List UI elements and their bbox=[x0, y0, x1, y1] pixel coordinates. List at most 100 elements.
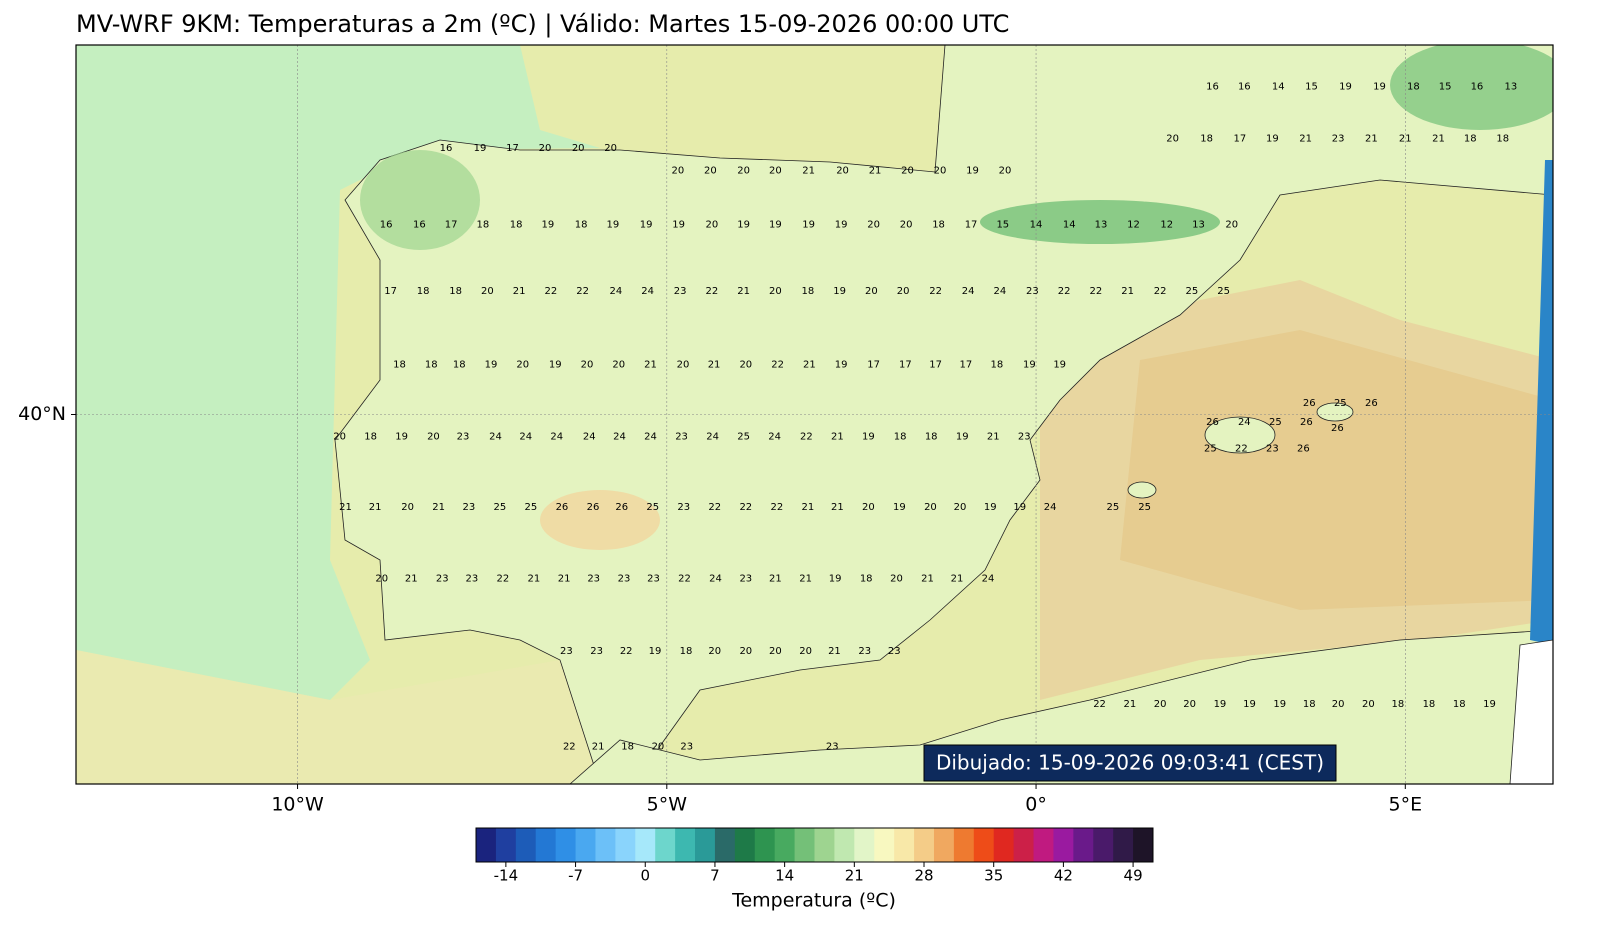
colorbar-swatch bbox=[535, 828, 557, 862]
station-value: 21 bbox=[558, 574, 571, 585]
station-value: 23 bbox=[1018, 432, 1031, 443]
station-value: 21 bbox=[1121, 286, 1134, 297]
station-value: 24 bbox=[768, 432, 781, 443]
colorbar-swatch bbox=[734, 828, 756, 862]
x-tick-label: 0° bbox=[1025, 794, 1047, 816]
station-value: 16 bbox=[1238, 81, 1251, 92]
station-value: 19 bbox=[640, 219, 653, 230]
station-value: 25 bbox=[646, 502, 659, 513]
station-value: 20 bbox=[862, 502, 875, 513]
station-value: 24 bbox=[1238, 417, 1251, 428]
station-value: 19 bbox=[542, 219, 555, 230]
station-value: 22 bbox=[496, 574, 509, 585]
station-value: 14 bbox=[1030, 219, 1043, 230]
station-value: 19 bbox=[769, 219, 782, 230]
station-value: 24 bbox=[962, 286, 975, 297]
station-value: 21 bbox=[369, 502, 382, 513]
station-value: 21 bbox=[1399, 134, 1412, 145]
colorbar-swatch bbox=[874, 828, 895, 862]
station-value: 23 bbox=[826, 741, 839, 752]
station-value: 18 bbox=[621, 741, 634, 752]
colorbar-swatch bbox=[1033, 828, 1054, 862]
colorbar-label: Temperatura (ºC) bbox=[731, 890, 896, 912]
station-value: 18 bbox=[449, 286, 462, 297]
station-value: 13 bbox=[1192, 219, 1205, 230]
station-value: 19 bbox=[1053, 359, 1066, 370]
station-value: 15 bbox=[1305, 81, 1318, 92]
station-value: 18 bbox=[1303, 699, 1316, 710]
station-value: 22 bbox=[620, 646, 633, 657]
station-value: 19 bbox=[835, 359, 848, 370]
station-value: 23 bbox=[647, 574, 660, 585]
station-value: 19 bbox=[802, 219, 815, 230]
colorbar-swatch bbox=[1113, 828, 1134, 862]
station-value: 13 bbox=[1095, 219, 1108, 230]
station-value: 20 bbox=[901, 165, 914, 176]
station-value: 24 bbox=[982, 574, 995, 585]
station-value: 19 bbox=[672, 219, 685, 230]
station-value: 20 bbox=[427, 432, 440, 443]
station-value: 18 bbox=[932, 219, 945, 230]
station-value: 21 bbox=[769, 574, 782, 585]
station-value: 21 bbox=[339, 502, 352, 513]
station-value: 21 bbox=[592, 741, 605, 752]
station-value: 18 bbox=[680, 646, 693, 657]
station-value: 18 bbox=[1200, 134, 1213, 145]
station-value: 13 bbox=[1505, 81, 1518, 92]
colorbar-swatch bbox=[675, 828, 696, 862]
station-value: 19 bbox=[966, 165, 979, 176]
station-value: 25 bbox=[1217, 286, 1230, 297]
station-value: 20 bbox=[934, 165, 947, 176]
station-value: 20 bbox=[739, 646, 752, 657]
station-value: 17 bbox=[965, 219, 978, 230]
station-value: 17 bbox=[445, 219, 458, 230]
station-value: 21 bbox=[1299, 134, 1312, 145]
station-value: 21 bbox=[513, 286, 526, 297]
station-value: 26 bbox=[615, 502, 628, 513]
colorbar-tick-label: 28 bbox=[914, 867, 933, 885]
station-value: 23 bbox=[858, 646, 871, 657]
station-value: 19 bbox=[1273, 699, 1286, 710]
station-value: 22 bbox=[1090, 286, 1103, 297]
station-value: 17 bbox=[384, 286, 397, 297]
station-value: 22 bbox=[739, 502, 752, 513]
station-value: 20 bbox=[739, 359, 752, 370]
station-value: 21 bbox=[831, 502, 844, 513]
station-value: 19 bbox=[833, 286, 846, 297]
station-value: 23 bbox=[888, 646, 901, 657]
station-value: 20 bbox=[708, 646, 721, 657]
station-value: 12 bbox=[1160, 219, 1173, 230]
station-value: 18 bbox=[1407, 81, 1420, 92]
station-value: 22 bbox=[1154, 286, 1167, 297]
station-value: 24 bbox=[550, 432, 563, 443]
colorbar-swatch bbox=[1053, 828, 1074, 862]
station-value: 19 bbox=[1214, 699, 1227, 710]
colorbar: -14 -7 0 7 14 21 28 35 42 49 bbox=[475, 827, 1154, 885]
station-value: 18 bbox=[477, 219, 490, 230]
station-value: 20 bbox=[924, 502, 937, 513]
station-value: 17 bbox=[1234, 134, 1247, 145]
station-value: 22 bbox=[544, 286, 557, 297]
station-value: 21 bbox=[737, 286, 750, 297]
station-value: 21 bbox=[1365, 134, 1378, 145]
station-value: 20 bbox=[890, 574, 903, 585]
station-value: 19 bbox=[893, 502, 906, 513]
station-value: 24 bbox=[644, 432, 657, 443]
colorbar-tick-label: 49 bbox=[1124, 867, 1143, 885]
station-value: 18 bbox=[575, 219, 588, 230]
station-value: 18 bbox=[1453, 699, 1466, 710]
station-value: 14 bbox=[1063, 219, 1076, 230]
station-value: 18 bbox=[860, 574, 873, 585]
station-value: 17 bbox=[899, 359, 912, 370]
station-value: 20 bbox=[836, 165, 849, 176]
station-value: 20 bbox=[769, 286, 782, 297]
station-value: 20 bbox=[900, 219, 913, 230]
station-value: 20 bbox=[516, 359, 529, 370]
station-value: 26 bbox=[1365, 398, 1378, 409]
station-value: 16 bbox=[1471, 81, 1484, 92]
station-value: 19 bbox=[737, 219, 750, 230]
station-value: 18 bbox=[417, 286, 430, 297]
station-value: 24 bbox=[709, 574, 722, 585]
colorbar-swatch bbox=[1013, 828, 1035, 862]
colorbar-swatch bbox=[575, 828, 596, 862]
